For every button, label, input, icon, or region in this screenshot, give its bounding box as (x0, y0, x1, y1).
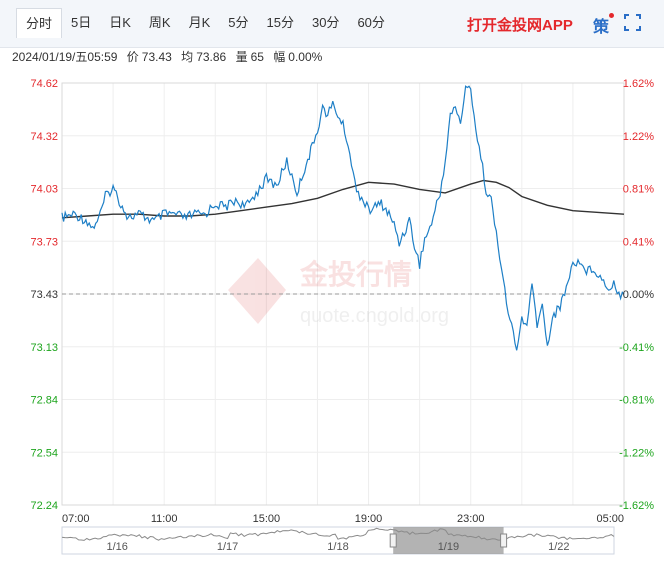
info-change-label: 幅 (273, 50, 286, 64)
tab-5[interactable]: 5分 (228, 15, 249, 30)
y-tick-label: 73.73 (30, 236, 58, 248)
period-tabs: 分时 5日 日K 周K 月K 5分 15分 30分 60分 (16, 8, 394, 38)
open-app-link[interactable]: 打开金投网APP (467, 17, 573, 34)
x-tick-label: 19:00 (355, 513, 383, 525)
watermark-url: quote.cngold.org (300, 305, 449, 327)
navigator-handle[interactable] (500, 533, 508, 548)
navigator-selection[interactable] (393, 527, 504, 554)
price-info-bar: 2024/01/19/五05:59 价 73.43 均 73.86 量 65 幅 0.0… (12, 48, 328, 65)
tab-3[interactable]: 周K (148, 15, 171, 30)
y-tick-label: 72.24 (30, 500, 58, 512)
watermark-brand: 金投行情 (299, 258, 412, 290)
info-price-label: 价 (126, 50, 139, 64)
plot-frame (61, 82, 625, 506)
x-tick-label: 07:00 (62, 513, 90, 525)
y-tick-label: 73.13 (30, 342, 58, 354)
fullscreen-icon[interactable] (624, 14, 641, 31)
watermark: 金投行情 quote.cngold.org (228, 258, 449, 327)
y-tick-label: 72.84 (30, 395, 58, 407)
x-axis-labels: 07:00 11:00 15:00 19:00 23:00 05:00 (62, 513, 624, 525)
watermark-logo-icon (228, 258, 286, 324)
pct-tick-label: 1.62% (623, 78, 654, 90)
notification-dot (609, 13, 614, 18)
pct-tick-label: 0.81% (623, 184, 654, 196)
pct-tick-label: -1.22% (619, 447, 654, 459)
y-axis-price-labels: 74.62 74.32 74.03 73.73 73.43 73.13 72.84 72.54… (30, 78, 58, 512)
navigator-sparkline (61, 527, 615, 541)
chart-grid (61, 82, 625, 506)
navigator-handle[interactable] (389, 533, 397, 548)
info-volume-label: 量 (235, 50, 248, 64)
pct-tick-label: 0.00% (623, 289, 654, 301)
pct-tick-label: -0.41% (619, 342, 654, 354)
info-datetime: 2024/01/19/五05:59 (12, 50, 118, 64)
strategy-button[interactable]: 策 (593, 19, 610, 36)
pct-tick-label: -1.62% (619, 500, 654, 512)
series-average-line (61, 179, 625, 219)
y-tick-label: 74.03 (30, 184, 58, 196)
tab-4[interactable]: 月K (188, 15, 211, 30)
tab-1[interactable]: 5日 (71, 15, 92, 30)
tab-7[interactable]: 30分 (311, 15, 340, 30)
pct-tick-label: 0.41% (623, 236, 654, 248)
x-tick-label: 23:00 (457, 513, 485, 525)
navigator-frame (61, 526, 615, 555)
chart-toolbar: 分时 5日 日K 周K 月K 5分 15分 30分 60分 打开金投网APP 策 (0, 0, 664, 48)
info-avg-label: 均 (181, 50, 194, 64)
info-price: 73.43 (141, 50, 172, 64)
navigator-date-label: 1/17 (217, 541, 238, 553)
y-axis-percent-labels: 1.62% 1.22% 0.81% 0.41% 0.00% -0.41% -0.81% -1.… (619, 78, 654, 512)
tab-0[interactable]: 分时 (16, 8, 63, 38)
navigator-date-label: 1/18 (327, 541, 348, 553)
y-tick-label: 72.54 (30, 447, 58, 459)
x-tick-label: 05:00 (596, 513, 624, 525)
y-tick-label: 73.43 (30, 289, 58, 301)
series-price-line (61, 85, 625, 351)
navigator-date-label: 1/22 (548, 541, 569, 553)
info-volume: 65 (250, 50, 264, 64)
tab-6[interactable]: 15分 (266, 15, 294, 30)
y-tick-label: 74.32 (30, 131, 58, 143)
pct-tick-label: 1.22% (623, 131, 654, 143)
tab-2[interactable]: 日K (109, 15, 131, 30)
pct-tick-label: -0.81% (619, 395, 654, 407)
navigator-date-label: 1/16 (106, 541, 127, 553)
time-navigator[interactable]: 1/16 1/17 1/18 1/19 1/22 (61, 526, 615, 555)
tab-8[interactable]: 60分 (357, 15, 385, 30)
info-avg: 73.86 (196, 50, 227, 64)
navigator-date-label: 1/19 (438, 541, 459, 553)
info-change: 0.00% (288, 50, 323, 64)
x-tick-label: 11:00 (151, 513, 178, 525)
x-tick-label: 15:00 (253, 513, 281, 525)
y-tick-label: 74.62 (30, 78, 58, 90)
